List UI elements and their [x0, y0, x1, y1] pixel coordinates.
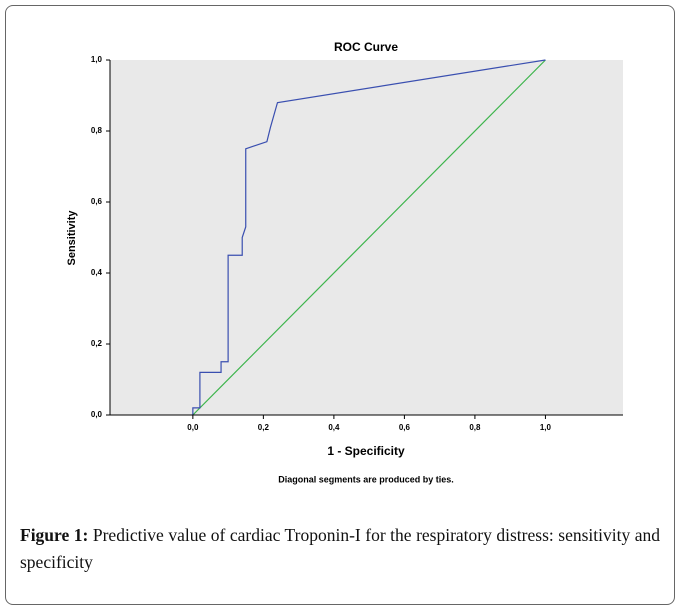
caption-label: Figure 1: [20, 525, 89, 545]
y-tick-label: 0,4 [91, 268, 103, 277]
caption-text: Predictive value of cardiac Troponin-I f… [20, 525, 660, 572]
y-tick-label: 0,2 [91, 339, 103, 348]
y-axis-label: Sensitivity [66, 210, 78, 266]
y-tick-label: 0,6 [91, 197, 103, 206]
figure-frame [5, 5, 675, 605]
x-tick-label: 0,2 [258, 423, 270, 432]
y-tick-label: 0,0 [91, 410, 103, 419]
plot-background [110, 60, 623, 415]
x-tick-label: 0,6 [399, 423, 411, 432]
x-tick-label: 0,0 [187, 423, 199, 432]
roc-curve [192, 59, 546, 415]
figure-caption: Figure 1: Predictive value of cardiac Tr… [20, 522, 660, 576]
x-tick-label: 0,4 [328, 423, 340, 432]
reference-line [192, 59, 546, 416]
y-tick-label: 0,8 [91, 126, 103, 135]
chart-title: ROC Curve [334, 40, 398, 54]
x-tick-label: 1,0 [540, 423, 552, 432]
chart: ROC Curve 1 - Specificity Sensitivity Di… [66, 40, 623, 484]
chart-note: Diagonal segments are produced by ties. [278, 474, 454, 484]
x-tick-label: 0,8 [469, 423, 481, 432]
y-tick-label: 1,0 [91, 55, 103, 64]
x-axis-label: 1 - Specificity [327, 444, 405, 458]
